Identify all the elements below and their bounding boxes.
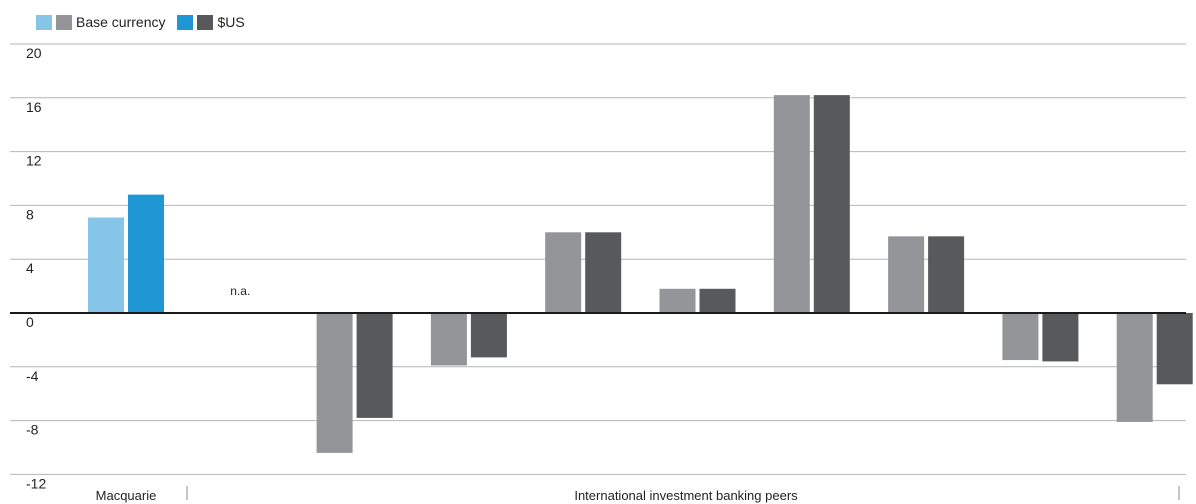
y-tick-label: 20 <box>26 45 42 61</box>
bar-base <box>888 236 925 313</box>
y-tick-label: 8 <box>26 206 34 222</box>
y-tick-label: -8 <box>26 422 39 438</box>
bar-base <box>88 217 124 313</box>
bar-usd <box>128 194 164 313</box>
bar-usd <box>1156 313 1193 385</box>
bar-base <box>430 313 467 366</box>
bar-base <box>659 288 696 313</box>
bar-usd <box>813 95 850 313</box>
legend-label-base-currency: Base currency <box>76 14 166 30</box>
group-label-macquarie: Macquarie <box>96 488 157 503</box>
y-tick-label: 12 <box>26 153 42 169</box>
y-tick-label: -4 <box>26 368 39 384</box>
bar-usd <box>585 232 622 313</box>
legend-swatch-base-highlight <box>36 14 52 30</box>
bar-base <box>545 232 582 313</box>
bar-base <box>773 95 810 313</box>
legend-swatch-usd-highlight <box>177 14 194 30</box>
annotation-na: n.a. <box>230 284 250 298</box>
bar-usd <box>699 288 736 313</box>
group-label-peers: International investment banking peers <box>574 488 798 503</box>
legend-label-usd: $US <box>217 14 245 30</box>
y-tick-label: 16 <box>26 99 42 115</box>
bar-usd <box>1042 313 1079 362</box>
bar-usd <box>470 313 507 358</box>
bar-base <box>1116 313 1153 422</box>
legend-swatch-base-peer <box>56 14 72 30</box>
bar-usd <box>356 313 393 418</box>
y-tick-label: 4 <box>26 260 34 276</box>
bar-base <box>1002 313 1039 361</box>
bar-usd <box>928 236 965 313</box>
bar-base <box>316 313 353 453</box>
chart-legend: Base currency $US <box>36 12 257 32</box>
legend-swatch-usd-peer <box>197 14 214 30</box>
y-tick-label: -12 <box>26 475 46 491</box>
y-tick-label: 0 <box>26 314 34 330</box>
